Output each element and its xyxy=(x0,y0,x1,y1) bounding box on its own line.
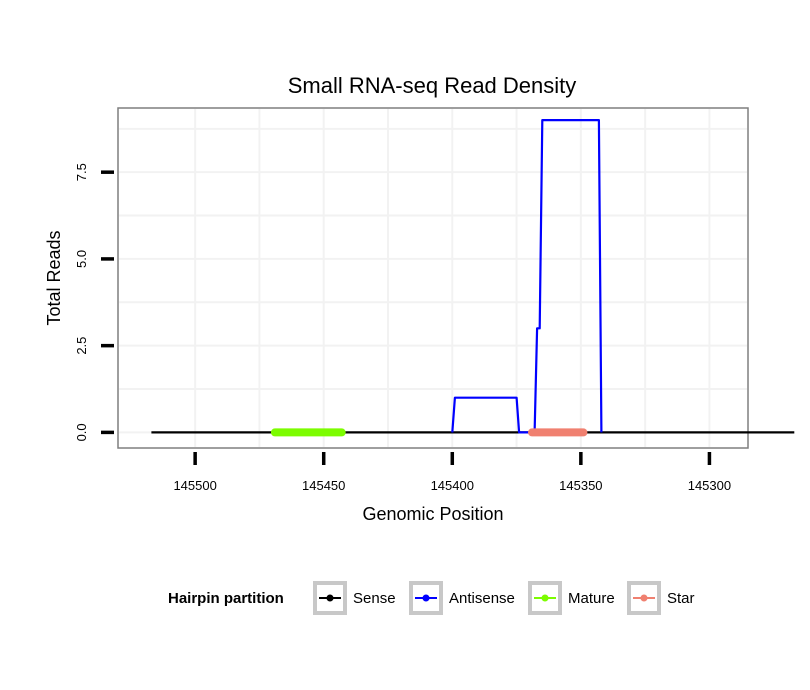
legend-title: Hairpin partition xyxy=(168,590,284,607)
x-axis-ticks: 145500 145450 145400 145350 145300 xyxy=(173,452,731,493)
grid-lines xyxy=(119,109,747,447)
series-line-antisense xyxy=(451,118,603,434)
legend-entry-sense: Sense xyxy=(313,581,396,615)
legend-label: Mature xyxy=(568,590,615,607)
y-tick-label: 2.5 xyxy=(74,337,89,355)
x-tick-label: 145400 xyxy=(431,478,474,493)
x-tick-label: 145300 xyxy=(688,478,731,493)
plot-panel xyxy=(117,107,749,449)
x-tick-label: 145350 xyxy=(559,478,602,493)
legend-key-dot xyxy=(541,594,549,602)
legend-label: Star xyxy=(667,590,695,607)
y-tick-label: 7.5 xyxy=(74,163,89,181)
y-axis-ticks: 0.0 2.5 5.0 7.5 xyxy=(74,163,114,441)
legend-entry-mature: Mature xyxy=(528,581,615,615)
legend-key-dot xyxy=(640,594,648,602)
legend-key-dot xyxy=(326,594,334,602)
x-axis-title: Genomic Position xyxy=(362,504,503,524)
x-tick-label: 145450 xyxy=(302,478,345,493)
legend-entry-star: Star xyxy=(627,581,695,615)
legend: Hairpin partition Sense Antisense Mature St… xyxy=(168,581,695,615)
series-lines xyxy=(151,118,795,437)
legend-entry-antisense: Antisense xyxy=(409,581,515,615)
x-tick-label: 145500 xyxy=(173,478,216,493)
y-tick-label: 0.0 xyxy=(74,423,89,441)
chart-title: Small RNA-seq Read Density xyxy=(288,73,577,98)
legend-label: Antisense xyxy=(449,590,515,607)
legend-key-dot xyxy=(422,594,430,602)
legend-label: Sense xyxy=(353,590,396,607)
y-tick-label: 5.0 xyxy=(74,250,89,268)
y-axis-title: Total Reads xyxy=(44,230,64,325)
